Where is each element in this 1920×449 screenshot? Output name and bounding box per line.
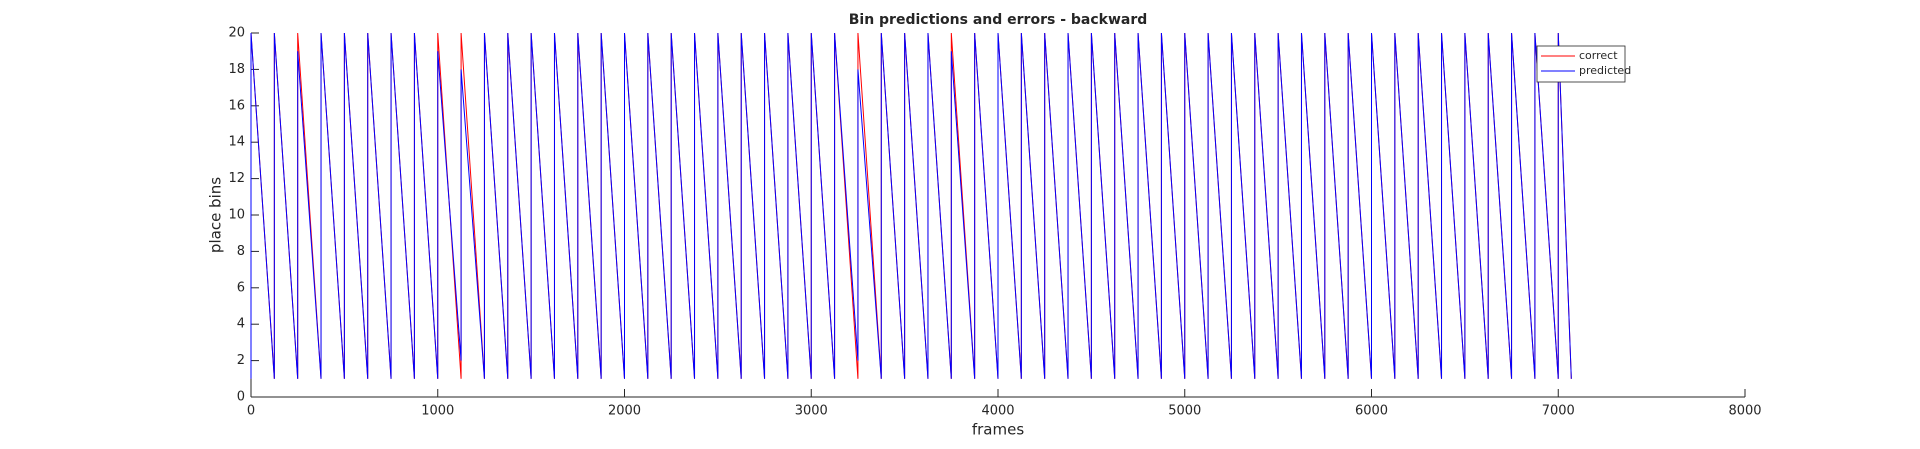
y-tick-label: 16 <box>228 98 245 113</box>
x-tick-label: 1000 <box>421 404 454 419</box>
x-axis-label: frames <box>972 421 1024 439</box>
legend-box <box>1536 45 1626 83</box>
y-tick-label: 18 <box>228 62 245 77</box>
x-tick-label: 8000 <box>1728 404 1761 419</box>
y-tick-label: 20 <box>228 26 245 41</box>
x-tick-label: 7000 <box>1542 404 1575 419</box>
y-tick-label: 2 <box>237 353 245 368</box>
chart-title: Bin predictions and errors - backward <box>849 12 1148 28</box>
x-tick-label: 0 <box>247 404 255 419</box>
x-tick-label: 2000 <box>608 404 641 419</box>
y-tick-label: 12 <box>228 171 245 186</box>
y-tick-label: 14 <box>228 135 245 150</box>
legend-label: correct <box>1579 49 1618 62</box>
legend-label: predicted <box>1579 64 1631 77</box>
y-axis-label: place bins <box>207 177 225 253</box>
x-tick-label: 6000 <box>1355 404 1388 419</box>
y-tick-label: 4 <box>237 317 245 332</box>
x-tick-label: 3000 <box>795 404 828 419</box>
x-tick-label: 4000 <box>981 404 1014 419</box>
x-tick-label: 5000 <box>1168 404 1201 419</box>
series-line <box>250 32 1572 379</box>
y-tick-label: 10 <box>228 208 245 223</box>
y-tick-label: 0 <box>237 390 245 405</box>
y-tick-label: 6 <box>237 280 245 295</box>
y-tick-label: 8 <box>237 244 245 259</box>
